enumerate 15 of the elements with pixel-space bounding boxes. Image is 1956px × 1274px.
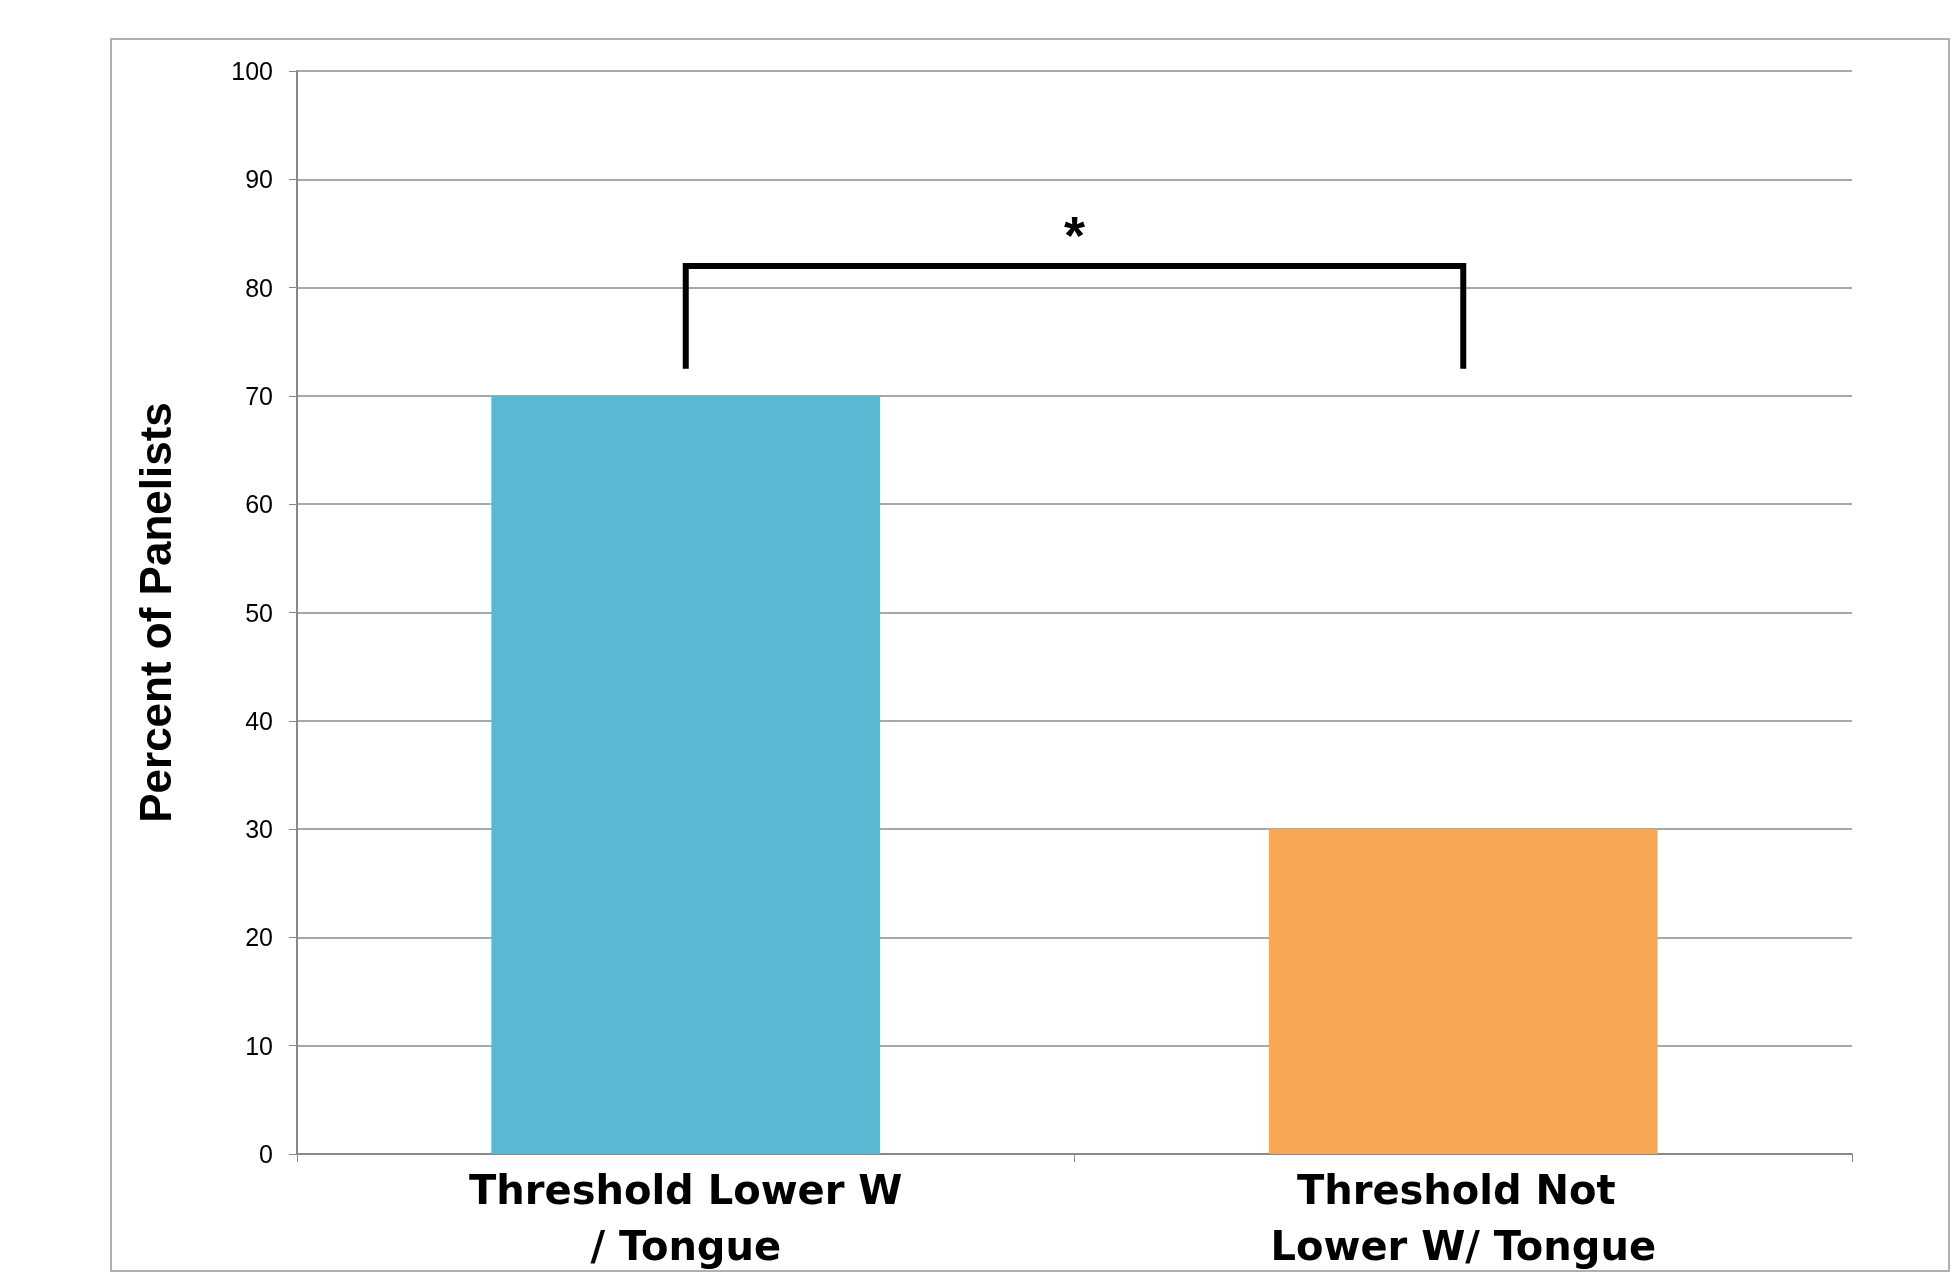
y-tick-label: 100 [231,57,273,85]
x-tick-label: Threshold Not Lower W/ Tongue [1270,1167,1657,1269]
y-tick-label: 50 [245,598,273,627]
y-tick-label: 0 [259,1140,273,1168]
y-tick-label: 10 [245,1031,273,1060]
y-axis-title: Percent of Panelists [130,402,180,823]
y-tick-label: 80 [245,273,273,302]
y-tick-label: 20 [245,923,273,952]
y-tick-label: 60 [245,490,273,519]
annotation: * [1063,203,1086,266]
y-tick-label: 30 [245,815,273,844]
x-tick-label: Threshold Lower W/ Tongue [469,1167,903,1269]
y-tick-label: 70 [245,381,273,410]
y-tick-label: 40 [245,706,273,735]
y-tick-label: 90 [245,165,273,194]
